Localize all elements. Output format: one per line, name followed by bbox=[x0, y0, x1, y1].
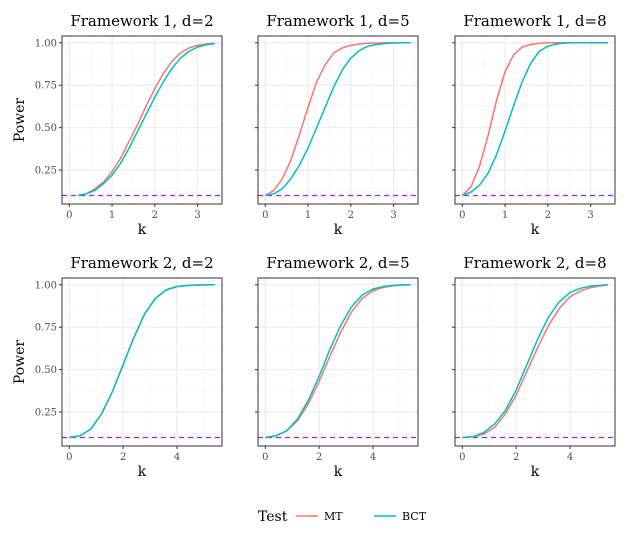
panel-title: Framework 2, d=8 bbox=[463, 254, 606, 272]
y-axis-title: Power bbox=[12, 340, 28, 385]
x-tick-label: 0 bbox=[262, 452, 268, 463]
y-tick-label: 0.50 bbox=[35, 365, 57, 376]
panel-background bbox=[258, 278, 418, 446]
panel-title: Framework 1, d=2 bbox=[70, 12, 213, 30]
y-tick-label: 0.50 bbox=[35, 123, 57, 134]
panel-4: 0 2 4 0.25 0.50 0.75 1.00 Framework 2, d=2 Power… bbox=[12, 254, 223, 480]
x-axis-title: k bbox=[138, 464, 147, 480]
x-tick-label: 0 bbox=[66, 210, 72, 221]
legend-label-mt: MT bbox=[324, 510, 343, 523]
panel-border bbox=[61, 35, 223, 205]
y-tick-label: 0.75 bbox=[35, 323, 57, 334]
x-tick-label: 2 bbox=[545, 210, 551, 221]
x-tick-label: 1 bbox=[305, 210, 311, 221]
panel-1: 0 1 2 3 0.25 0.50 0.75 1.00 Framework 1, d=2 Powe… bbox=[12, 12, 223, 238]
x-tick-label: 3 bbox=[194, 210, 200, 221]
x-tick-label: 0 bbox=[459, 452, 465, 463]
panel-border bbox=[61, 277, 223, 447]
panel-title: Framework 2, d=5 bbox=[266, 254, 409, 272]
panel-border bbox=[454, 277, 616, 447]
x-axis-title: k bbox=[531, 464, 540, 480]
x-tick-label: 1 bbox=[502, 210, 508, 221]
panel-background bbox=[62, 278, 222, 446]
y-tick-label: 1.00 bbox=[35, 38, 57, 49]
x-tick-label: 2 bbox=[513, 452, 519, 463]
x-axis-title: k bbox=[138, 222, 147, 238]
panel-title: Framework 1, d=5 bbox=[266, 12, 409, 30]
x-tick-label: 4 bbox=[174, 452, 180, 463]
series-line-bct bbox=[77, 42, 215, 197]
x-axis-title: k bbox=[334, 464, 343, 480]
legend-title: Test bbox=[258, 509, 288, 525]
panel-background bbox=[455, 278, 615, 446]
series-line-bct bbox=[462, 284, 608, 439]
x-tick-label: 4 bbox=[370, 452, 376, 463]
legend-label-bct: BCT bbox=[402, 510, 427, 523]
y-tick-label: 0.25 bbox=[35, 166, 57, 177]
x-tick-label: 2 bbox=[348, 210, 354, 221]
x-axis-title: k bbox=[334, 222, 343, 238]
panel-title: Framework 2, d=2 bbox=[70, 254, 213, 272]
x-tick-label: 0 bbox=[262, 210, 268, 221]
panel-title: Framework 1, d=8 bbox=[463, 12, 606, 30]
x-tick-label: 2 bbox=[120, 452, 126, 463]
series-line-bct bbox=[69, 284, 215, 439]
x-axis-title: k bbox=[531, 222, 540, 238]
y-axis-title: Power bbox=[12, 98, 28, 143]
series-line-mt bbox=[77, 42, 215, 197]
x-tick-label: 1 bbox=[109, 210, 115, 221]
series-line-bct bbox=[265, 284, 411, 439]
panel-2: 0 1 2 3 Framework 1, d=5 k bbox=[255, 12, 419, 238]
y-tick-label: 0.25 bbox=[35, 408, 57, 419]
panel-6: 0 2 4 Framework 2, d=8 k bbox=[452, 254, 616, 480]
panel-border bbox=[454, 35, 616, 205]
panel-border bbox=[257, 277, 419, 447]
x-tick-label: 3 bbox=[390, 210, 396, 221]
x-tick-label: 2 bbox=[152, 210, 158, 221]
panel-5: 0 2 4 Framework 2, d=5 k bbox=[255, 254, 419, 480]
panel-border bbox=[257, 35, 419, 205]
series-line-bct bbox=[265, 42, 411, 197]
y-tick-label: 1.00 bbox=[35, 280, 57, 291]
panel-3: 0 1 2 3 Framework 1, d=8 k bbox=[452, 12, 616, 238]
x-tick-label: 0 bbox=[459, 210, 465, 221]
y-tick-label: 0.75 bbox=[35, 81, 57, 92]
series-line-mt bbox=[462, 284, 608, 439]
x-tick-label: 3 bbox=[587, 210, 593, 221]
legend: Test MT BCT bbox=[258, 509, 427, 525]
series-line-bct bbox=[461, 42, 608, 197]
x-tick-label: 0 bbox=[66, 452, 72, 463]
x-tick-label: 2 bbox=[316, 452, 322, 463]
x-tick-label: 4 bbox=[567, 452, 573, 463]
